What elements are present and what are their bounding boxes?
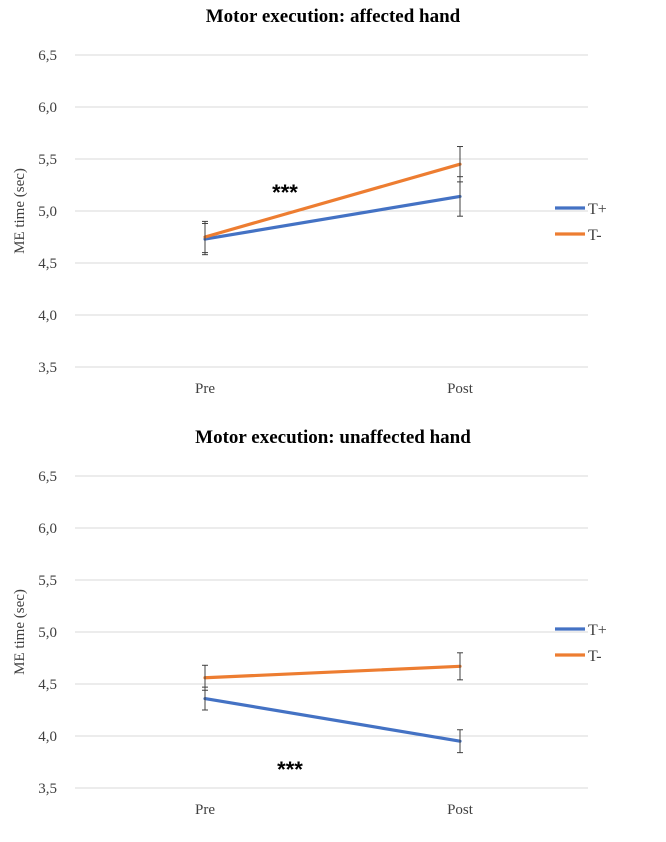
y-tick-label: 5,5 — [38, 573, 57, 589]
y-tick-label: 6,0 — [38, 100, 57, 116]
x-tick-label: Pre — [195, 381, 215, 397]
x-tick-label: Post — [447, 802, 474, 818]
y-tick-label: 5,5 — [38, 152, 57, 168]
chart-panel-affected: Motor execution: affected hand 3,5 4,0 4,5… — [12, 6, 607, 397]
y-axis-label: ME time (sec) — [12, 168, 28, 254]
y-axis-label: ME time (sec) — [12, 589, 28, 675]
x-tick-label: Post — [447, 381, 474, 397]
y-tick-label: 4,5 — [38, 256, 57, 272]
x-tick-label: Pre — [195, 802, 215, 818]
legend-label: T+ — [588, 201, 607, 218]
y-tick-label: 6,0 — [38, 521, 57, 537]
significance-annotation: *** — [272, 180, 298, 205]
line-chart-affected: 3,5 4,0 4,5 5,0 5,5 6,0 6,5 Pre Post ME time (sec… — [12, 48, 607, 397]
chart-title: Motor execution: affected hand — [205, 6, 461, 27]
y-tick-label: 5,0 — [38, 625, 57, 641]
y-tick-label: 5,0 — [38, 204, 57, 220]
series-line-t-minus — [203, 162, 462, 239]
significance-annotation: *** — [277, 757, 303, 782]
legend-label: T+ — [588, 622, 607, 639]
y-tick-label: 6,5 — [38, 48, 57, 64]
series-line-t-minus — [203, 664, 462, 680]
y-tick-label: 6,5 — [38, 469, 57, 485]
y-tick-label: 3,5 — [38, 360, 57, 376]
y-tick-label: 3,5 — [38, 781, 57, 797]
chart-title: Motor execution: unaffected hand — [195, 427, 471, 448]
legend-label: T- — [588, 648, 602, 665]
y-tick-label: 4,5 — [38, 677, 57, 693]
series-line-t-plus — [203, 696, 462, 743]
legend-label: T- — [588, 227, 602, 244]
series-line-t-plus — [203, 194, 462, 241]
y-tick-label: 4,0 — [38, 308, 57, 324]
line-chart-unaffected: 3,5 4,0 4,5 5,0 5,5 6,0 6,5 Pre Post ME time (sec… — [12, 469, 607, 818]
chart-panel-unaffected: Motor execution: unaffected hand 3,5 4,0 4… — [0, 421, 666, 842]
y-tick-label: 4,0 — [38, 729, 57, 745]
